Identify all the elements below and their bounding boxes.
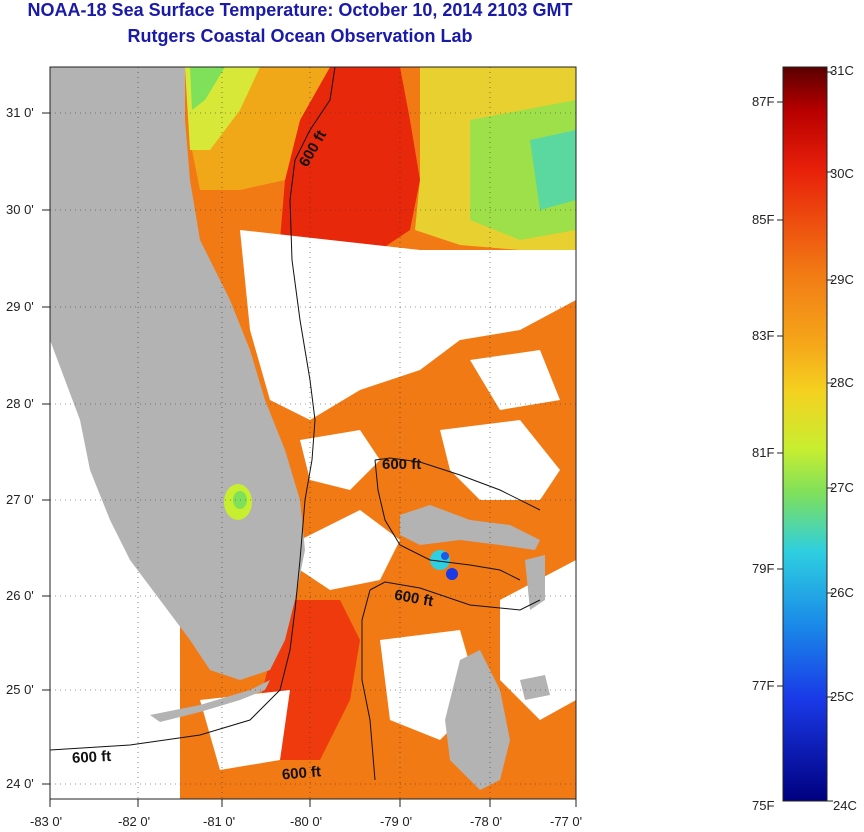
lon-tick-label: -80 0' — [290, 814, 322, 829]
lat-tick-label: 24 0' — [6, 776, 34, 791]
lat-tick-label: 28 0' — [6, 396, 34, 411]
colorbar-f-label: 87F — [752, 94, 774, 109]
map-area — [50, 67, 576, 799]
colorbar-f-label: 77F — [752, 678, 774, 693]
colorbar-c-label: 26C — [830, 585, 854, 600]
lat-tick-label: 25 0' — [6, 682, 34, 697]
map-subtitle: Rutgers Coastal Ocean Observation Lab — [127, 26, 473, 46]
cloud-patches — [200, 230, 576, 770]
colorbar-f-label: 75F — [752, 798, 774, 813]
colorbar-c-label: 31C — [830, 63, 854, 78]
lon-axis: -83 0' -82 0' -81 0' -80 0' -79 0' -78 0… — [30, 814, 582, 829]
colorbar-f-label: 79F — [752, 561, 774, 576]
colorbar-f-label: 81F — [752, 445, 774, 460]
colorbar-f-label: 83F — [752, 328, 774, 343]
lat-tick-label: 26 0' — [6, 588, 34, 603]
colorbar-c-label: 24C — [833, 798, 857, 813]
coolest-coastal-nw — [190, 67, 225, 110]
map-frame — [49, 66, 577, 800]
map-title: NOAA-18 Sea Surface Temperature: October… — [27, 0, 573, 20]
colorbar-c-label: 30C — [830, 166, 854, 181]
600ft-contour — [50, 67, 541, 781]
lat-axis: 31 0' 30 0' 29 0' 28 0' 27 0' 26 0' 25 0… — [6, 105, 34, 791]
colorbar-f-label: 85F — [752, 212, 774, 227]
gulf-stream-core — [280, 67, 420, 260]
lon-tick-label: -78 0' — [470, 814, 502, 829]
colorbar: 31C 30C 29C 28C 27C 26C 25C 24C 87F 85F … — [752, 63, 857, 813]
lon-tick-label: -83 0' — [30, 814, 62, 829]
graticule — [50, 67, 576, 799]
lon-tick-label: -77 0' — [550, 814, 582, 829]
colorbar-c-label: 29C — [830, 272, 854, 287]
lon-tick-label: -81 0' — [203, 814, 235, 829]
contour-label: 600 ft — [393, 587, 435, 611]
florida-keys — [150, 680, 270, 722]
tick-marks — [42, 112, 577, 807]
grand-bahama — [400, 505, 540, 550]
contour-label: 600 ft — [281, 763, 322, 783]
colorbar-c-label: 25C — [830, 689, 854, 704]
lat-tick-label: 29 0' — [6, 299, 34, 314]
florida-land — [50, 67, 305, 680]
lat-tick-label: 31 0' — [6, 105, 34, 120]
andros — [445, 650, 510, 790]
colorbar-c-label: 27C — [830, 480, 854, 495]
lat-tick-label: 27 0' — [6, 492, 34, 507]
lon-tick-label: -82 0' — [118, 814, 150, 829]
lon-tick-label: -79 0' — [380, 814, 412, 829]
lat-tick-label: 30 0' — [6, 202, 34, 217]
coolest-water-ne — [530, 130, 576, 210]
contour-label: 600 ft — [72, 748, 112, 767]
contour-label: 600 ft — [382, 456, 421, 473]
colorbar-c-label: 28C — [830, 375, 854, 390]
colorbar-scale — [782, 66, 828, 802]
nassau — [520, 675, 550, 700]
